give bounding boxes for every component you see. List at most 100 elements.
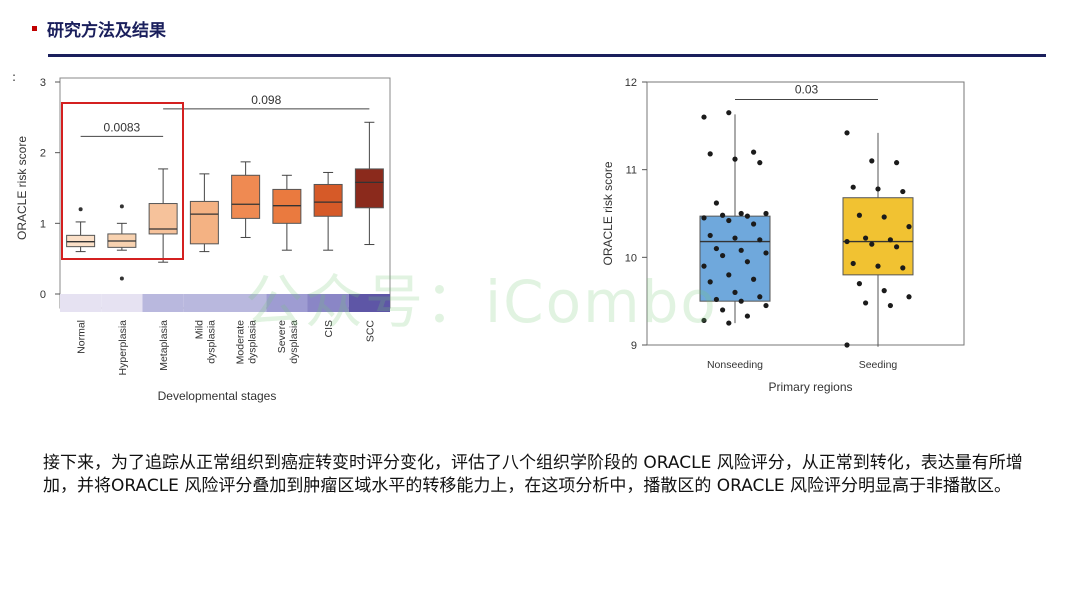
data-point-0-9 xyxy=(720,212,726,218)
side-marker: : xyxy=(12,70,17,84)
x-tick-label-7: SCC xyxy=(364,320,376,343)
box-3 xyxy=(189,200,219,245)
box-0 xyxy=(699,215,771,302)
data-point-1-16 xyxy=(900,265,906,271)
data-point-1-6 xyxy=(856,212,862,218)
data-point-1-10 xyxy=(887,237,893,243)
data-point-0-13 xyxy=(751,221,757,227)
y-tick-label-0: 9 xyxy=(631,340,637,352)
p-value-label-1: 0.098 xyxy=(251,93,281,107)
y-tick-label-1: 10 xyxy=(625,252,637,264)
data-point-0-10 xyxy=(744,213,750,219)
page-header: 研究方法及结果 xyxy=(32,16,166,41)
y-tick-label-3: 12 xyxy=(625,77,637,89)
box-6 xyxy=(313,183,343,217)
data-point-0-22 xyxy=(701,263,707,269)
title-marker xyxy=(32,26,37,31)
x-tick-label-5: Severedysplasia xyxy=(276,320,300,364)
data-point-0-12 xyxy=(726,217,732,224)
x-tick-label-4: Moderatedysplasia xyxy=(235,320,259,365)
data-point-1-19 xyxy=(906,294,912,300)
p-value-label-0: 0.03 xyxy=(795,83,819,97)
data-point-0-26 xyxy=(732,289,738,295)
x-tick-label-1: Seeding xyxy=(859,359,898,371)
data-point-0-19 xyxy=(763,250,769,256)
x-tick-label-0: Nonseeding xyxy=(707,359,763,371)
data-point-1-2 xyxy=(894,160,900,166)
data-point-0-8 xyxy=(763,210,769,217)
y-tick-label-2: 2 xyxy=(40,148,46,160)
stage-bar-segment-4 xyxy=(225,294,267,312)
data-point-0-25 xyxy=(707,279,713,285)
data-point-0-34 xyxy=(726,320,732,326)
page-title: 研究方法及结果 xyxy=(47,21,166,41)
data-point-1-18 xyxy=(881,288,887,294)
data-point-1-15 xyxy=(875,263,881,269)
y-axis-label: ORACLE risk score xyxy=(15,136,29,240)
data-point-1-1 xyxy=(869,158,875,164)
data-point-0-30 xyxy=(763,302,769,309)
data-point-0-31 xyxy=(720,307,726,313)
x-axis-label: Primary regions xyxy=(768,380,852,394)
left-boxplot-chart: 0 1 2 3 ORACLE risk score Normal Hyperplasia Me… xyxy=(15,77,391,403)
data-point-0-2 xyxy=(751,149,757,155)
data-point-0-11 xyxy=(701,215,707,221)
stage-bar-segment-5 xyxy=(266,294,308,312)
highlight-rectangle xyxy=(61,102,184,260)
data-point-1-8 xyxy=(906,224,912,230)
data-point-0-16 xyxy=(757,237,763,243)
x-tick-label-0: Normal xyxy=(76,320,88,354)
y-tick-label-3: 3 xyxy=(40,77,46,89)
header-divider xyxy=(48,54,1046,57)
data-point-1-11 xyxy=(844,238,850,245)
x-tick-label-3: Milddysplasia xyxy=(193,320,217,364)
data-point-1-20 xyxy=(863,300,869,306)
outlier-point-1-0 xyxy=(119,204,124,209)
right-boxplot-chart: 9 10 11 12 ORACLE risk score Nonseeding Seedin… xyxy=(601,77,965,394)
stage-bar-segment-3 xyxy=(183,294,225,312)
data-point-1-3 xyxy=(850,184,856,190)
data-point-0-33 xyxy=(701,317,707,324)
data-point-1-22 xyxy=(844,342,850,348)
outlier-point-0-0 xyxy=(78,207,83,212)
outlier-point-1-1 xyxy=(119,276,124,281)
y-tick-label-0: 0 xyxy=(40,289,46,301)
data-point-0-15 xyxy=(732,235,738,241)
data-point-0-4 xyxy=(732,156,738,162)
data-point-0-14 xyxy=(707,232,713,239)
data-point-1-7 xyxy=(881,214,887,220)
data-point-0-7 xyxy=(738,210,744,217)
data-point-0-5 xyxy=(757,160,763,166)
data-point-1-12 xyxy=(869,241,875,247)
description-paragraph: 接下来，为了追踪从正常组织到癌症转变时评分变化，评估了八个组织学阶段的 ORAC… xyxy=(43,453,1023,496)
stage-bar-segment-7 xyxy=(348,294,390,312)
data-point-1-14 xyxy=(850,260,856,267)
stage-bar-segment-0 xyxy=(60,294,102,312)
data-point-0-6 xyxy=(713,200,719,206)
x-tick-label-2: Metaplasia xyxy=(158,320,170,371)
data-point-0-21 xyxy=(744,259,750,265)
box-4 xyxy=(231,174,261,219)
y-axis-label: ORACLE risk score xyxy=(601,161,615,265)
box-7 xyxy=(354,168,384,209)
data-point-1-17 xyxy=(856,281,862,287)
data-point-0-18 xyxy=(738,247,744,253)
stage-bar-segment-6 xyxy=(307,294,349,312)
data-point-0-1 xyxy=(726,110,732,116)
data-point-0-17 xyxy=(713,245,719,252)
data-point-1-21 xyxy=(887,302,893,309)
data-point-0-28 xyxy=(713,296,719,303)
data-point-0-0 xyxy=(701,114,707,120)
data-point-0-23 xyxy=(726,272,732,278)
x-tick-label-1: Hyperplasia xyxy=(117,320,129,376)
data-point-0-3 xyxy=(707,151,713,157)
stage-bar-segment-2 xyxy=(142,294,184,312)
x-tick-label-6: CIS xyxy=(323,320,335,338)
data-point-0-27 xyxy=(757,294,763,300)
p-value-label-0: 0.0083 xyxy=(104,120,141,134)
y-tick-label-2: 11 xyxy=(626,165,637,177)
data-point-0-20 xyxy=(720,252,726,259)
box-5 xyxy=(272,188,302,224)
x-axis-label: Developmental stages xyxy=(158,389,277,403)
data-point-0-32 xyxy=(744,313,750,319)
